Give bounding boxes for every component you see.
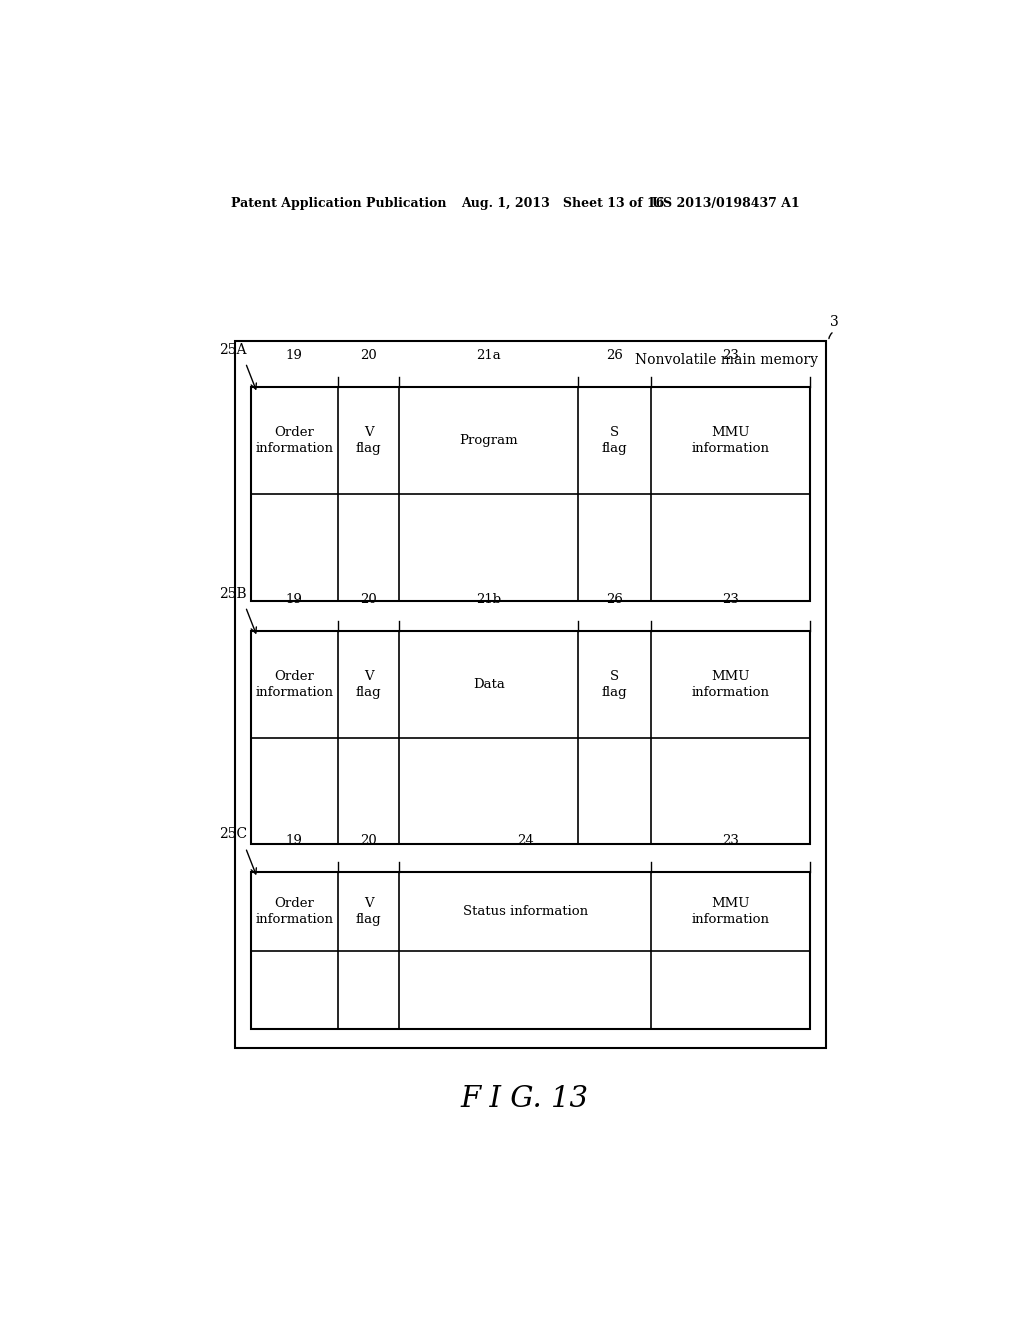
Text: 21b: 21b (476, 593, 502, 606)
Text: V
flag: V flag (355, 426, 381, 455)
Text: Order
information: Order information (255, 896, 334, 925)
Text: F I G. 13: F I G. 13 (461, 1085, 589, 1113)
Text: 20: 20 (360, 593, 377, 606)
Text: Nonvolatile main memory: Nonvolatile main memory (636, 352, 818, 367)
Text: Program: Program (460, 434, 518, 447)
Text: Status information: Status information (463, 904, 588, 917)
Text: 19: 19 (286, 348, 303, 362)
Text: 25A: 25A (219, 343, 247, 356)
Text: 21a: 21a (476, 348, 501, 362)
Text: 20: 20 (360, 833, 377, 846)
Text: Data: Data (473, 678, 505, 690)
Text: 20: 20 (360, 348, 377, 362)
Text: 19: 19 (286, 833, 303, 846)
Text: 23: 23 (722, 833, 739, 846)
Text: 25B: 25B (219, 586, 247, 601)
Text: 23: 23 (722, 348, 739, 362)
Text: 26: 26 (606, 348, 624, 362)
Text: V
flag: V flag (355, 896, 381, 925)
Bar (251, 631, 810, 845)
Bar (251, 387, 810, 601)
Text: US 2013/0198437 A1: US 2013/0198437 A1 (652, 197, 800, 210)
Text: 24: 24 (517, 833, 534, 846)
Text: MMU
information: MMU information (692, 426, 770, 455)
Text: Order
information: Order information (255, 426, 334, 455)
Text: 19: 19 (286, 593, 303, 606)
Text: 25C: 25C (219, 828, 247, 841)
Text: Patent Application Publication: Patent Application Publication (231, 197, 446, 210)
Text: MMU
information: MMU information (692, 669, 770, 698)
Text: S
flag: S flag (602, 669, 628, 698)
Text: 23: 23 (722, 593, 739, 606)
Text: 3: 3 (830, 315, 839, 329)
Text: V
flag: V flag (355, 669, 381, 698)
Text: Order
information: Order information (255, 669, 334, 698)
Text: 26: 26 (606, 593, 624, 606)
Bar (251, 873, 810, 1030)
Text: Aug. 1, 2013   Sheet 13 of 16: Aug. 1, 2013 Sheet 13 of 16 (461, 197, 665, 210)
Text: MMU
information: MMU information (692, 896, 770, 925)
Text: S
flag: S flag (602, 426, 628, 455)
Bar (236, 342, 826, 1048)
